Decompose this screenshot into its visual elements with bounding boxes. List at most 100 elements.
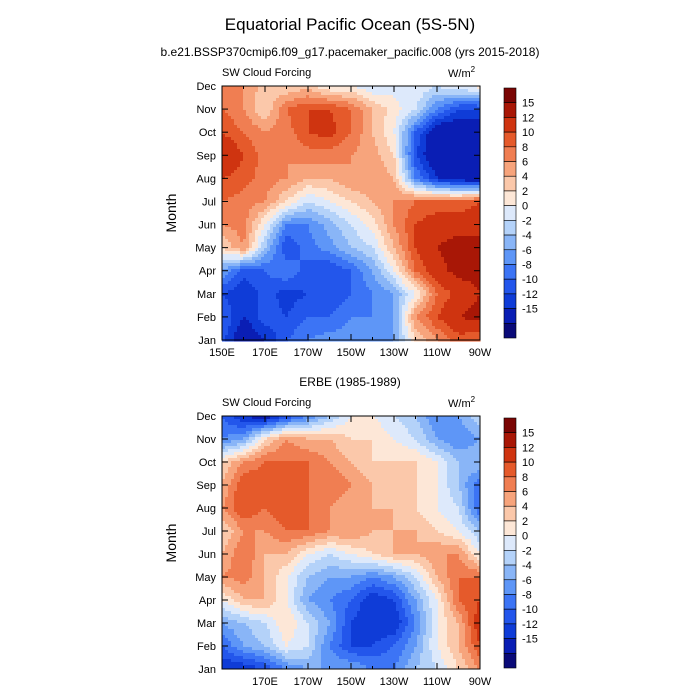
heatmap-cell — [348, 86, 352, 90]
heatmap-cell — [435, 140, 439, 144]
heatmap-cell — [348, 95, 352, 99]
heatmap-cell — [318, 194, 322, 198]
heatmap-cell — [474, 230, 478, 234]
heatmap-cell — [279, 257, 283, 261]
heatmap-cell — [294, 176, 298, 180]
heatmap-cell — [384, 197, 388, 201]
heatmap-cell — [339, 209, 343, 213]
heatmap-cell — [390, 89, 394, 93]
heatmap-cell — [369, 170, 373, 174]
heatmap-cell — [279, 92, 283, 96]
heatmap-cell — [357, 92, 361, 96]
heatmap-cell — [447, 158, 451, 162]
heatmap-cell — [318, 179, 322, 183]
heatmap-cell — [402, 122, 406, 126]
heatmap-cell — [348, 158, 352, 162]
heatmap-cell — [390, 254, 394, 258]
heatmap-cell — [363, 251, 367, 255]
heatmap-cell — [327, 107, 331, 111]
heatmap-cell — [474, 131, 478, 135]
heatmap-cell — [357, 143, 361, 147]
heatmap-cell — [477, 194, 481, 198]
heatmap-cell — [414, 242, 418, 246]
heatmap-cell — [252, 179, 256, 183]
heatmap-cell — [441, 230, 445, 234]
heatmap-cell — [474, 203, 478, 207]
heatmap-cell — [282, 179, 286, 183]
heatmap-cell — [375, 230, 379, 234]
heatmap-cell — [372, 152, 376, 156]
heatmap-cell — [444, 209, 448, 213]
heatmap-cell — [327, 173, 331, 177]
heatmap-cell — [342, 158, 346, 162]
heatmap-cell — [435, 221, 439, 225]
heatmap-cell — [465, 98, 469, 102]
heatmap-cell — [285, 92, 289, 96]
heatmap-cell — [420, 206, 424, 210]
heatmap-cell — [297, 101, 301, 105]
heatmap-cell — [372, 227, 376, 231]
heatmap-cell — [321, 152, 325, 156]
heatmap-cell — [363, 254, 367, 258]
heatmap-cell — [225, 134, 229, 138]
heatmap-cell — [465, 251, 469, 255]
heatmap-cell — [387, 155, 391, 159]
heatmap-cell — [408, 224, 412, 228]
heatmap-cell — [357, 176, 361, 180]
heatmap-cell — [300, 98, 304, 102]
heatmap-cell — [477, 191, 481, 195]
heatmap-cell — [333, 86, 337, 90]
heatmap-cell — [300, 164, 304, 168]
heatmap-cell — [369, 104, 373, 108]
heatmap-cell — [333, 227, 337, 231]
heatmap-cell — [450, 104, 454, 108]
heatmap-cell — [303, 176, 307, 180]
heatmap-cell — [396, 191, 400, 195]
heatmap-cell — [282, 245, 286, 249]
heatmap-cell — [267, 122, 271, 126]
heatmap-cell — [237, 122, 241, 126]
heatmap-cell — [399, 179, 403, 183]
heatmap-cell — [249, 248, 253, 252]
heatmap-cell — [246, 203, 250, 207]
heatmap-cell — [468, 218, 472, 222]
heatmap-cell — [375, 158, 379, 162]
heatmap-cell — [471, 257, 475, 261]
heatmap-cell — [417, 233, 421, 237]
heatmap-cell — [264, 230, 268, 234]
heatmap-cell — [408, 227, 412, 231]
heatmap-cell — [240, 155, 244, 159]
heatmap-cell — [288, 146, 292, 150]
heatmap-cell — [267, 233, 271, 237]
heatmap-cell — [387, 227, 391, 231]
heatmap-cell — [336, 107, 340, 111]
heatmap-cell — [363, 95, 367, 99]
heatmap-cell — [246, 137, 250, 141]
heatmap-cell — [285, 251, 289, 255]
heatmap-cell — [459, 152, 463, 156]
heatmap-cell — [474, 233, 478, 237]
heatmap-cell — [315, 149, 319, 153]
heatmap-cell — [249, 203, 253, 207]
heatmap-cell — [399, 122, 403, 126]
heatmap-cell — [300, 257, 304, 261]
heatmap-cell — [318, 125, 322, 129]
heatmap-cell — [447, 221, 451, 225]
heatmap-cell — [369, 200, 373, 204]
heatmap-cell — [420, 224, 424, 228]
heatmap-cell — [306, 242, 310, 246]
heatmap-cell — [240, 191, 244, 195]
heatmap-cell — [360, 101, 364, 105]
heatmap-cell — [384, 125, 388, 129]
heatmap-cell — [429, 191, 433, 195]
heatmap-cell — [387, 143, 391, 147]
heatmap-cell — [345, 245, 349, 249]
heatmap-cell — [441, 236, 445, 240]
heatmap-cell — [309, 107, 313, 111]
heatmap-cell — [237, 113, 241, 117]
heatmap-cell — [255, 209, 259, 213]
heatmap-cell — [426, 152, 430, 156]
heatmap-cell — [267, 131, 271, 135]
heatmap-cell — [456, 191, 460, 195]
heatmap-cell — [357, 95, 361, 99]
